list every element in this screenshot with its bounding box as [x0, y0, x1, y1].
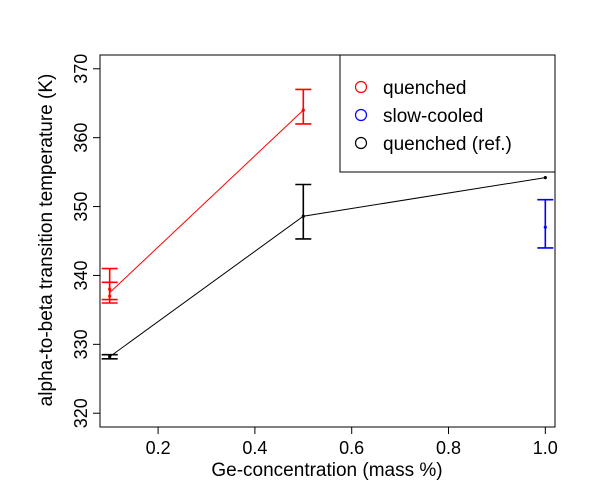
x-tick-label: 0.4 — [242, 438, 267, 458]
x-tick-label: 0.6 — [339, 438, 364, 458]
error-bar — [101, 281, 118, 301]
error-bar — [295, 88, 312, 125]
legend-box — [339, 54, 556, 173]
data-point — [543, 176, 547, 180]
y-axis-title: alpha-to-beta transition temperature (K) — [36, 74, 57, 407]
legend-label: quenched — [383, 78, 466, 99]
legend: quenched slow-cooled quenched (ref.) — [339, 54, 556, 173]
y-tick-label: 320 — [71, 398, 91, 428]
y-tick-label: 350 — [71, 192, 91, 222]
data-point — [108, 355, 112, 359]
error-bar — [537, 198, 554, 249]
data-point — [108, 287, 112, 291]
x-axis: 0.2 0.4 0.6 0.8 1.0 — [146, 426, 558, 458]
legend-marker — [354, 80, 368, 94]
data-point — [543, 225, 547, 229]
data-point — [301, 108, 305, 112]
y-axis: 320 330 340 350 360 370 — [71, 54, 101, 428]
x-axis-title: Ge-concentration (mass %) — [211, 460, 442, 481]
chart-marks — [101, 88, 554, 360]
series-line — [109, 109, 304, 294]
y-tick-label: 340 — [71, 260, 91, 290]
legend-marker — [354, 136, 368, 150]
series-line — [109, 177, 546, 358]
y-tick-label: 360 — [71, 123, 91, 153]
legend-label: quenched (ref.) — [383, 134, 512, 155]
x-tick-label: 0.8 — [436, 438, 461, 458]
x-tick-label: 0.2 — [146, 438, 171, 458]
legend-marker — [354, 108, 368, 122]
x-tick-label: 1.0 — [533, 438, 558, 458]
y-tick-label: 330 — [71, 329, 91, 359]
y-tick-label: 370 — [71, 54, 91, 84]
legend-label: slow-cooled — [383, 106, 483, 127]
error-bar — [295, 183, 312, 240]
data-point — [301, 214, 305, 218]
